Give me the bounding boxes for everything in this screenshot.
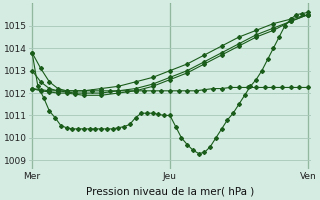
X-axis label: Pression niveau de la mer( hPa ): Pression niveau de la mer( hPa ) [86, 187, 254, 197]
